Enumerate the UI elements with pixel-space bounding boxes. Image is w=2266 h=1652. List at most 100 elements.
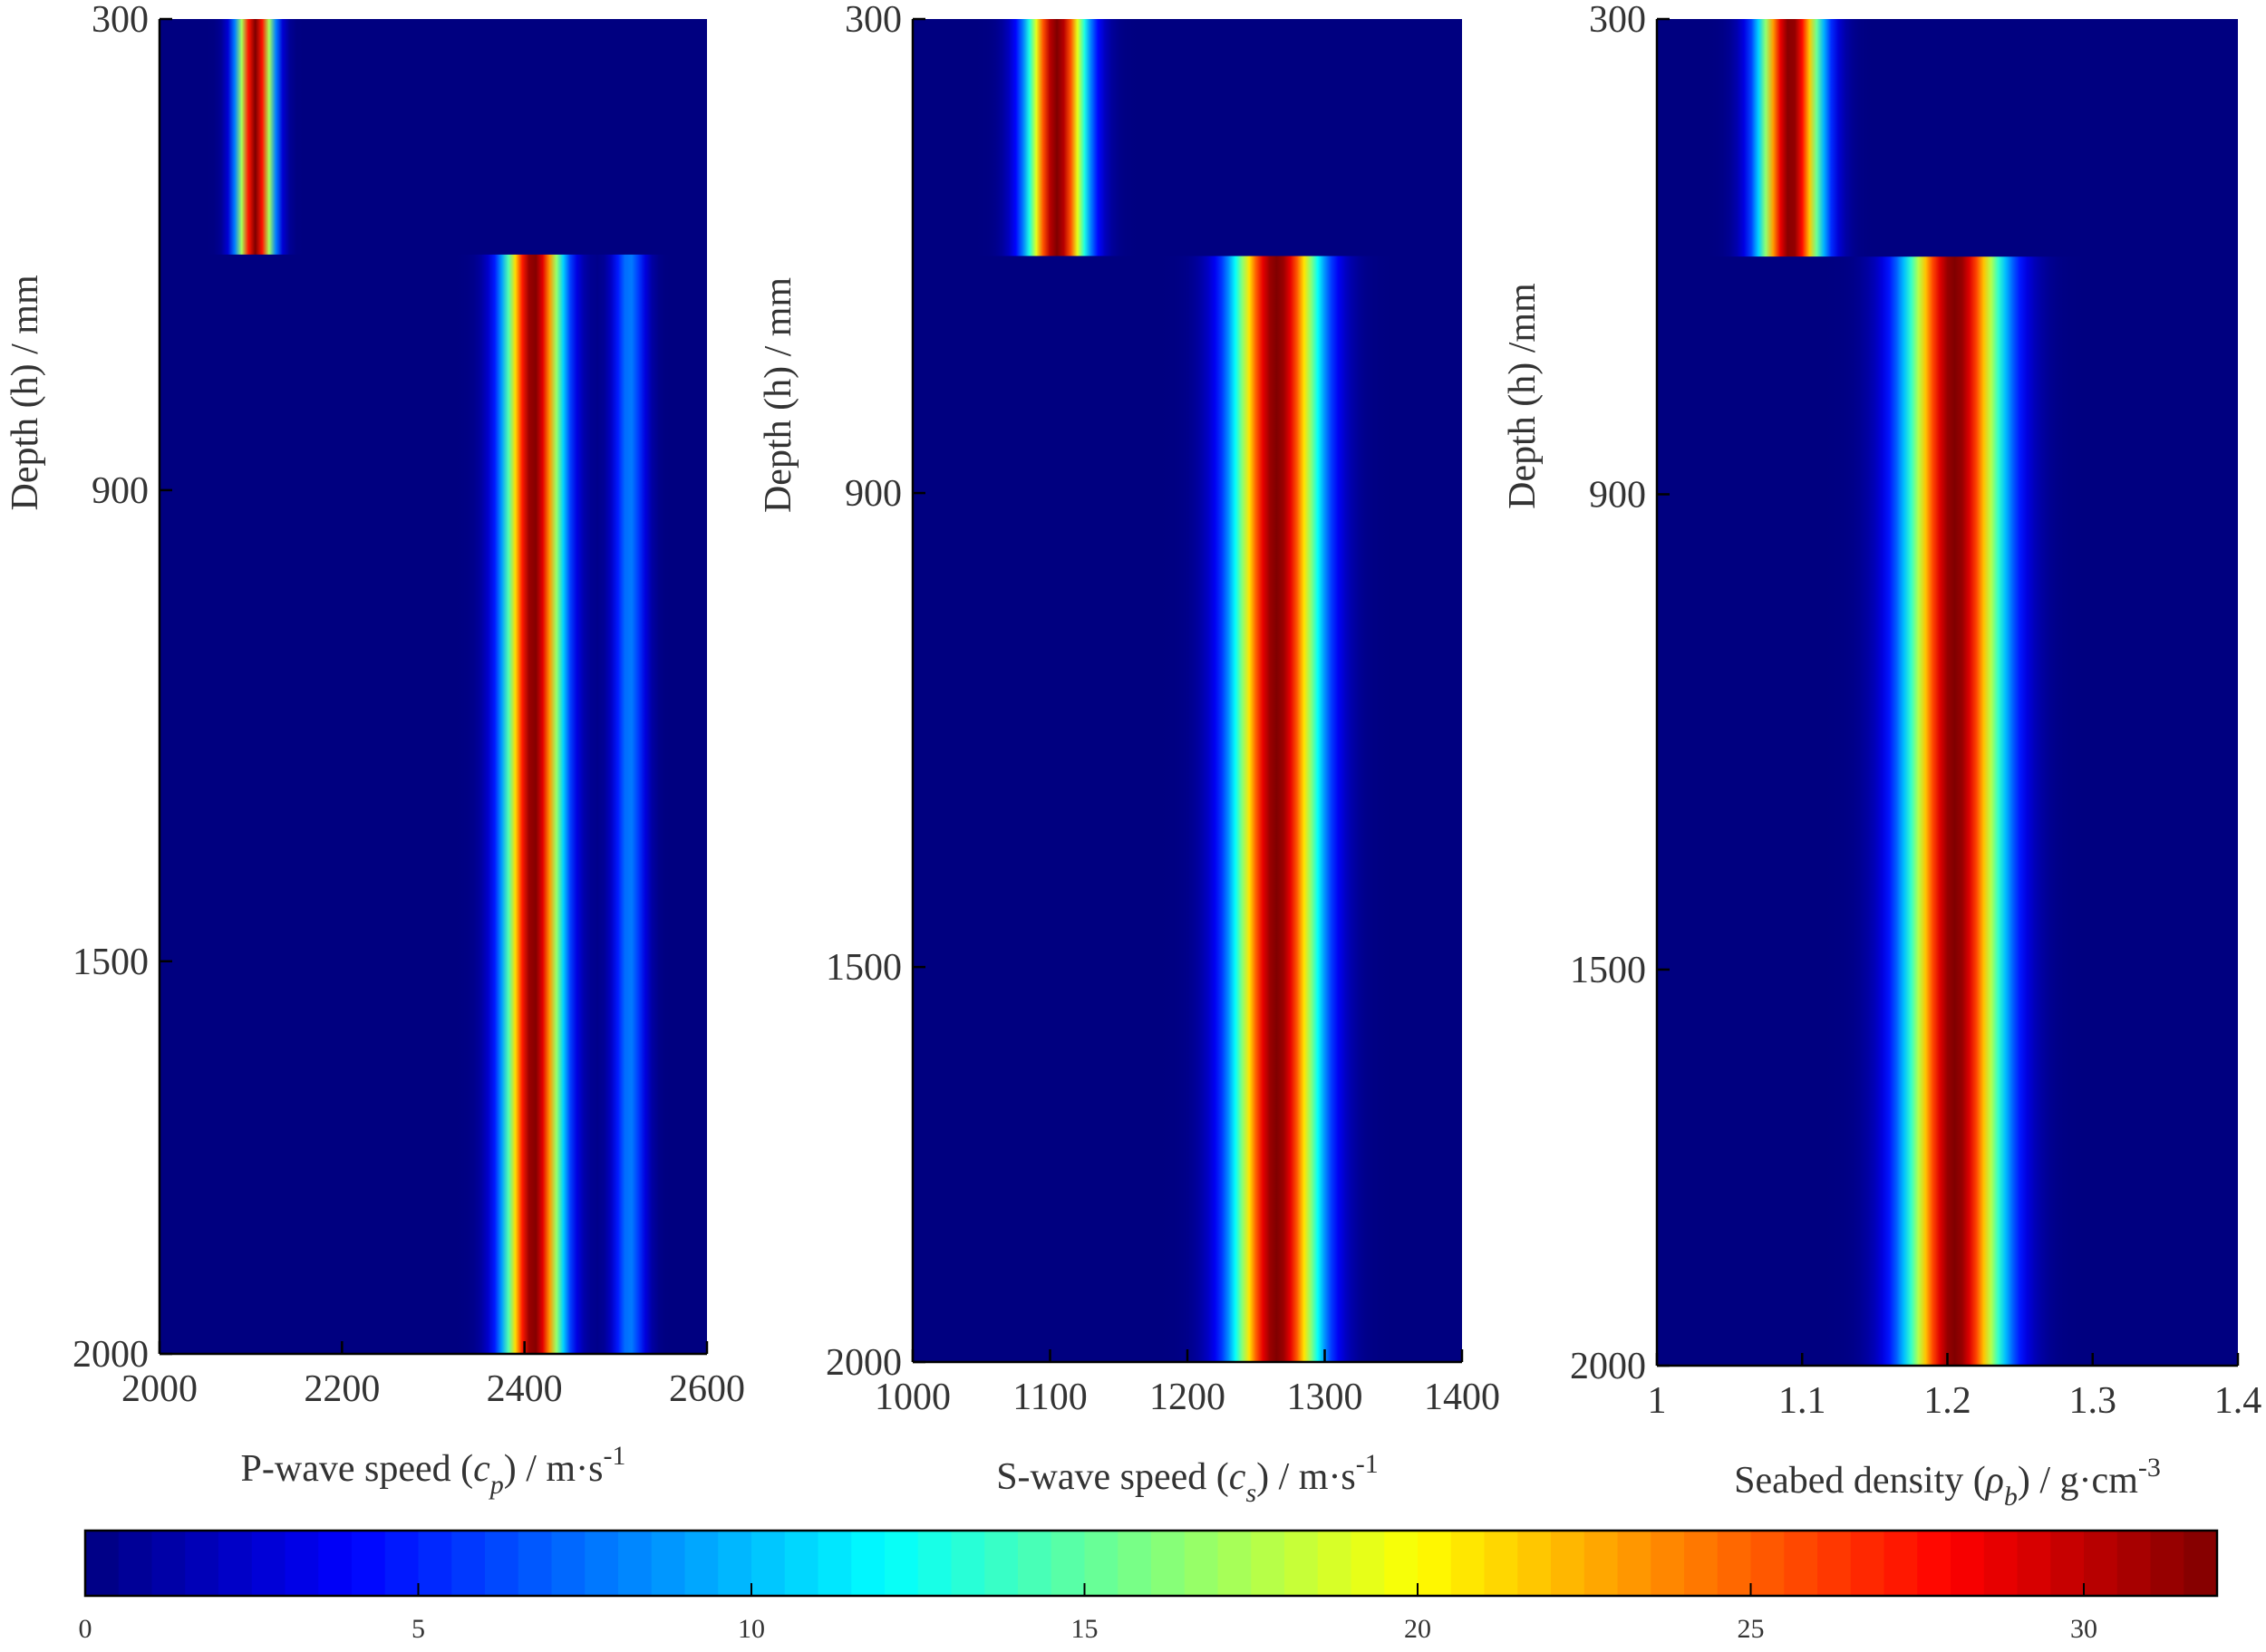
colorbar-cell: [784, 1531, 819, 1596]
colorbar-cell: [1450, 1531, 1486, 1596]
y-tick-label: 1500: [1570, 950, 1646, 991]
colorbar-cell: [917, 1531, 953, 1596]
x-tick-label: 1400: [1424, 1377, 1500, 1418]
x-tick-label: 1.4: [2214, 1380, 2262, 1422]
colorbar-cell: [1184, 1531, 1219, 1596]
y-tick-label: 300: [92, 0, 149, 41]
colorbar-cell: [718, 1531, 752, 1596]
colorbar-cell: [1583, 1531, 1619, 1596]
colorbar-cell: [1717, 1531, 1752, 1596]
colorbar-cell: [518, 1531, 553, 1596]
colorbar: 0 5 10 15 20 25 30: [79, 1529, 2219, 1644]
heatmap-layer-band: [160, 19, 707, 255]
y-tick-label: 300: [1589, 0, 1646, 41]
colorbar-cell: [352, 1531, 386, 1596]
colorbar-cell: [85, 1531, 120, 1596]
x-tick-label: 1100: [1012, 1377, 1087, 1418]
colorbar-cell: [118, 1531, 153, 1596]
colorbar-cell: [1351, 1531, 1386, 1596]
colorbar-cell: [1517, 1531, 1552, 1596]
x-tick-label: 1000: [875, 1377, 951, 1418]
colorbar-cell: [1784, 1531, 1818, 1596]
colorbar-cell: [1317, 1531, 1352, 1596]
colorbar-tick-label: 25: [1738, 1614, 1765, 1644]
colorbar-cell: [1951, 1531, 1985, 1596]
colorbar-cell: [485, 1531, 519, 1596]
colorbar-tick-label: 15: [1071, 1614, 1099, 1644]
x-tick-label: 1300: [1287, 1377, 1363, 1418]
colorbar-cell: [1418, 1531, 1452, 1596]
colorbar-cell: [1384, 1531, 1419, 1596]
colorbar-cell: [2017, 1531, 2052, 1596]
colorbar-cell: [1484, 1531, 1519, 1596]
colorbar-cell: [1251, 1531, 1285, 1596]
colorbar-cell: [585, 1531, 619, 1596]
colorbar-cell: [384, 1531, 420, 1596]
colorbar-cell: [818, 1531, 853, 1596]
colorbar-cell: [2050, 1531, 2085, 1596]
heatmap-layer-band: [1657, 256, 2238, 1366]
x-tick-label: 2000: [121, 1368, 198, 1410]
colorbar-cell: [1817, 1531, 1852, 1596]
colorbar-cell: [751, 1531, 786, 1596]
colorbar-tick-label: 20: [1404, 1614, 1431, 1644]
colorbar-frame: [83, 1529, 2219, 1598]
colorbar-cell: [851, 1531, 886, 1596]
y-tick-label: 2000: [826, 1342, 902, 1384]
colorbar-cell: [2116, 1531, 2152, 1596]
colorbar-cell: [551, 1531, 586, 1596]
x-tick-label: 1200: [1149, 1377, 1225, 1418]
colorbar-cell: [2150, 1531, 2185, 1596]
colorbar-cell: [285, 1531, 320, 1596]
x-tick-label: 1.2: [1923, 1380, 1971, 1422]
colorbar-cell: [1084, 1531, 1119, 1596]
colorbar-cell: [318, 1531, 353, 1596]
colorbar-cell: [651, 1531, 686, 1596]
colorbar-cell: [1684, 1531, 1719, 1596]
colorbar-cell: [684, 1531, 720, 1596]
colorbar-cell: [1917, 1531, 1951, 1596]
y-axis-label: Depth (h) /mm: [1502, 283, 1544, 509]
colorbar-cell: [1617, 1531, 1652, 1596]
y-tick-label: 900: [1589, 474, 1646, 516]
y-tick-label: 2000: [73, 1334, 149, 1376]
colorbar-cell: [1018, 1531, 1052, 1596]
colorbar-cell: [1217, 1531, 1253, 1596]
colorbar-cell: [185, 1531, 219, 1596]
colorbar-cell: [2184, 1531, 2218, 1596]
x-tick-label: 1: [1648, 1380, 1667, 1422]
colorbar-cell: [1118, 1531, 1152, 1596]
colorbar-cell: [618, 1531, 653, 1596]
colorbar-cell: [885, 1531, 919, 1596]
x-tick-label: 2400: [487, 1368, 563, 1410]
colorbar-cell: [251, 1531, 286, 1596]
colorbar-cell: [1284, 1531, 1319, 1596]
x-tick-label: 2200: [304, 1368, 380, 1410]
colorbar-cell: [2084, 1531, 2118, 1596]
colorbar-cell: [418, 1531, 453, 1596]
colorbar-tick-label: 10: [738, 1614, 765, 1644]
colorbar-cell: [1651, 1531, 1685, 1596]
colorbar-cell: [218, 1531, 253, 1596]
y-tick-label: 300: [845, 0, 902, 41]
colorbar-cell: [1983, 1531, 2019, 1596]
x-axis-label: Seabed density (ρb) / g·cm-3: [1734, 1453, 2161, 1512]
y-tick-label: 900: [845, 473, 902, 515]
colorbar-cell: [1051, 1531, 1086, 1596]
colorbar-tick-label: 0: [79, 1614, 92, 1644]
heatmap-layer-band: [1657, 19, 2238, 257]
y-tick-label: 1500: [826, 947, 902, 989]
colorbar-cell: [1750, 1531, 1786, 1596]
colorbar-cell: [1551, 1531, 1585, 1596]
y-tick-label: 2000: [1570, 1346, 1646, 1387]
y-axis-label: Depth (h) / mm: [5, 275, 46, 510]
colorbar-cell: [1883, 1531, 1919, 1596]
y-axis-label: Depth (h) / mm: [758, 277, 799, 513]
colorbar-cell: [451, 1531, 486, 1596]
x-axis-label: S-wave speed (cs) / m·s-1: [996, 1449, 1379, 1508]
x-tick-label: 2600: [669, 1368, 745, 1410]
